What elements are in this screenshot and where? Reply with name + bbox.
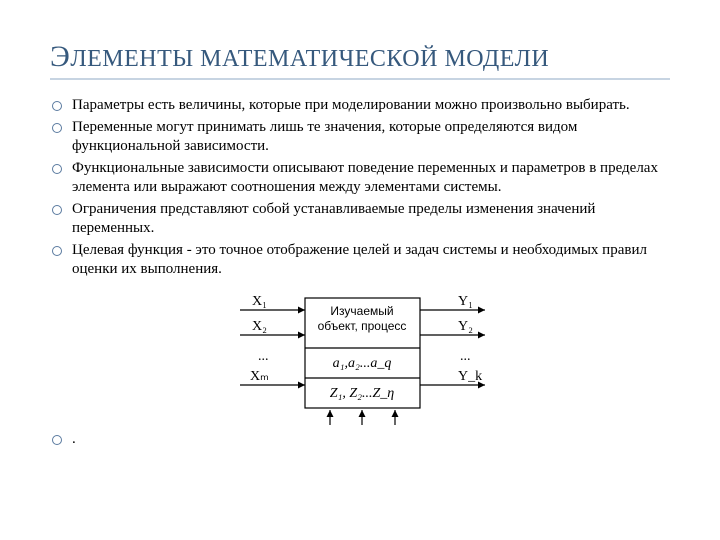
bullet-list: Параметры есть величины, которые при мод… — [50, 96, 670, 280]
bullet-text: Переменные могут принимать лишь те значе… — [72, 119, 577, 155]
bullet-text: Ограничения представляют собой устанавли… — [72, 201, 595, 237]
block-diagram: X₁ X₂ ... Xₘ Изучаемый объект, процесс a… — [210, 290, 510, 430]
title-dropcap: Э — [50, 40, 70, 73]
params-z: Z₁, Z₂...Z_η — [330, 386, 395, 401]
output-label: Y₂ — [458, 319, 473, 334]
input-ellipsis: ... — [258, 349, 269, 364]
bullet-text: Параметры есть величины, которые при мод… — [72, 97, 630, 113]
output-ellipsis: ... — [460, 349, 471, 364]
bullet-text: Функциональные зависимости описывают пов… — [72, 160, 658, 196]
title-rest: ЛЕМЕНТЫ МАТЕМАТИЧЕСКОЙ МОДЕЛИ — [70, 46, 549, 72]
list-item: . — [50, 430, 670, 450]
diagram-container: X₁ X₂ ... Xₘ Изучаемый объект, процесс a… — [50, 290, 670, 430]
list-item: Ограничения представляют собой устанавли… — [50, 200, 670, 239]
bullet-text: . — [72, 431, 76, 447]
list-item: Переменные могут принимать лишь те значе… — [50, 118, 670, 157]
output-label: Y₁ — [458, 294, 473, 309]
input-label: Xₘ — [250, 369, 269, 384]
bullet-text: Целевая функция - это точное отображение… — [72, 242, 647, 278]
slide: ЭЛЕМЕНТЫ МАТЕМАТИЧЕСКОЙ МОДЕЛИ Параметры… — [0, 0, 720, 479]
input-label: X₁ — [252, 294, 267, 309]
list-item: Функциональные зависимости описывают пов… — [50, 159, 670, 198]
slide-title: ЭЛЕМЕНТЫ МАТЕМАТИЧЕСКОЙ МОДЕЛИ — [50, 40, 670, 80]
trailing-list: . — [50, 430, 670, 450]
box-label-1: Изучаемый — [330, 304, 393, 318]
box-label-2: объект, процесс — [318, 319, 407, 333]
input-label: X₂ — [252, 319, 267, 334]
list-item: Целевая функция - это точное отображение… — [50, 241, 670, 280]
params-a: a₁,a₂...a_q — [333, 356, 392, 371]
output-label: Y_k — [458, 369, 482, 384]
list-item: Параметры есть величины, которые при мод… — [50, 96, 670, 116]
